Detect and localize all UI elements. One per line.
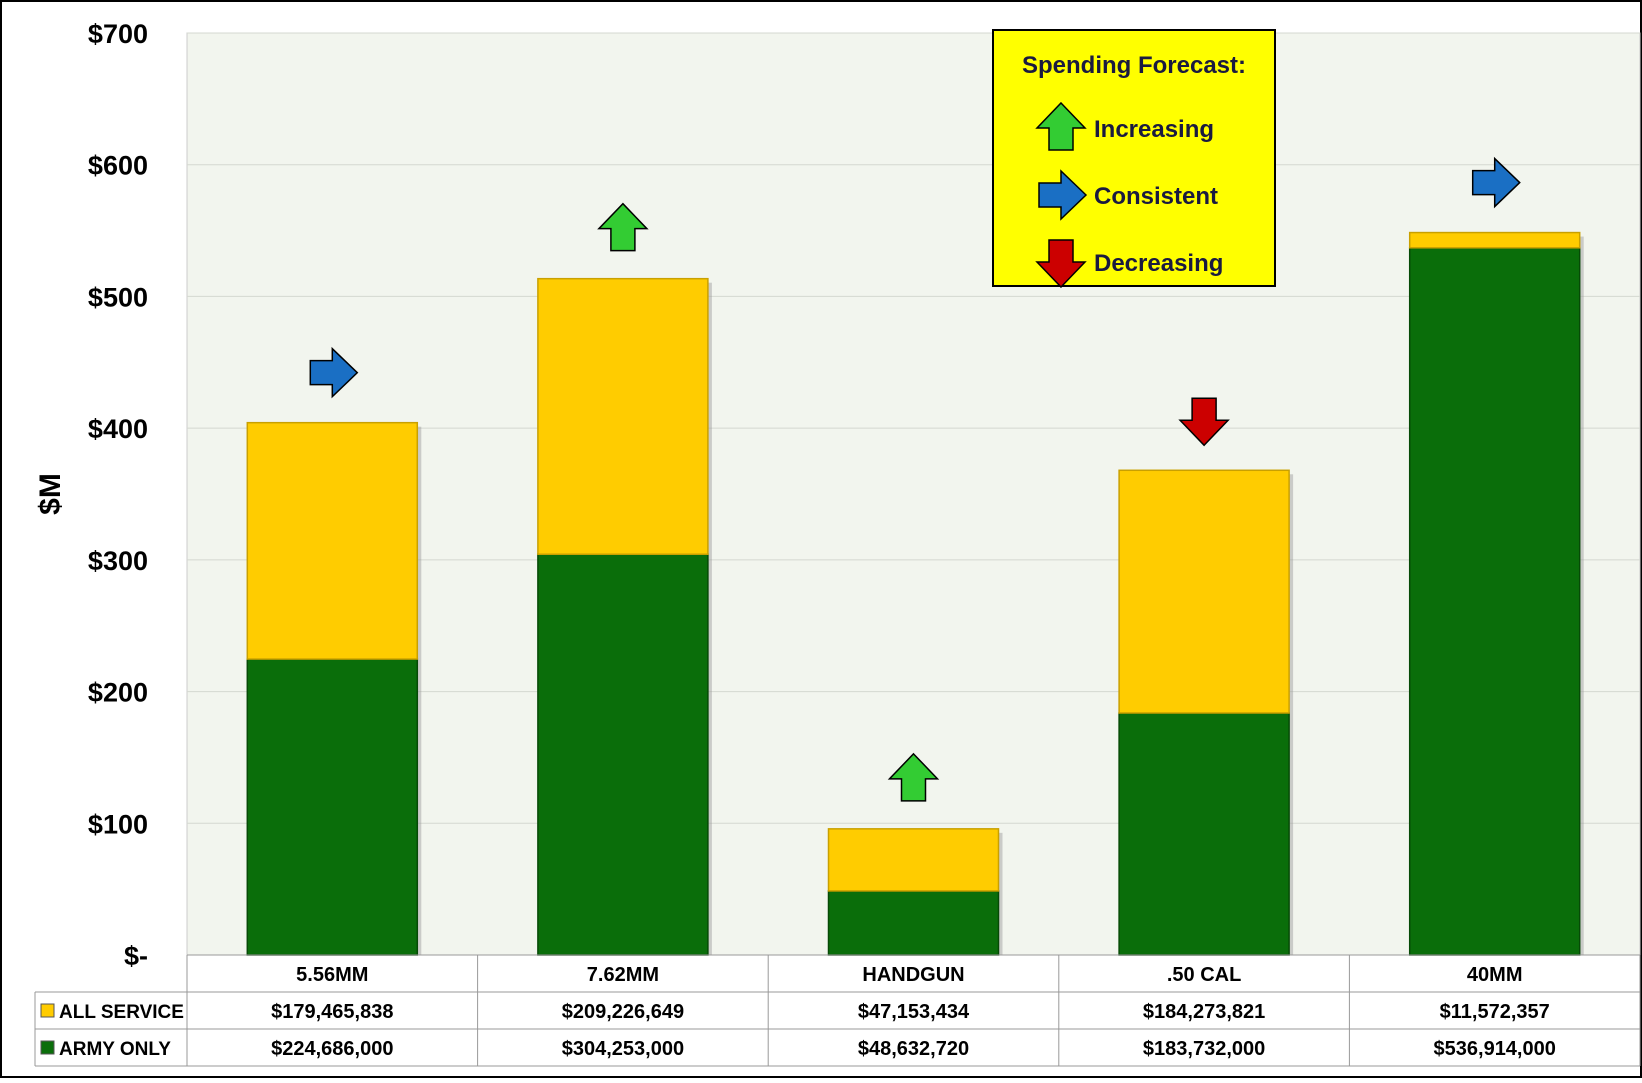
x-tick-label: HANDGUN <box>862 964 964 986</box>
bar-army-only <box>537 553 709 956</box>
bar-group <box>1408 231 1584 956</box>
y-axis-title: $M <box>34 473 67 515</box>
legend-decreasing-icon <box>1035 239 1087 289</box>
series-label: ARMY ONLY <box>59 1039 171 1060</box>
bar-all-service <box>1408 231 1581 249</box>
y-tick-label: $200 <box>88 678 148 708</box>
legend-item-label: Consistent <box>1094 183 1218 210</box>
bar-all-service <box>246 421 419 660</box>
y-tick-label: $600 <box>88 151 148 181</box>
bar-group <box>537 277 712 956</box>
y-tick-label: $300 <box>88 546 148 576</box>
data-label: $47,153,434 <box>858 1001 970 1023</box>
legend-title: Spending Forecast: <box>1022 52 1246 79</box>
x-tick-label: 40MM <box>1467 964 1523 986</box>
legend-swatch <box>40 1040 55 1055</box>
bar-group <box>246 421 422 956</box>
legend-increasing-icon <box>1035 101 1087 151</box>
data-label: $11,572,357 <box>1440 1001 1550 1023</box>
data-label: $179,465,838 <box>271 1001 393 1023</box>
forecast-decreasing-icon <box>1178 397 1230 447</box>
forecast-consistent-icon <box>309 346 359 399</box>
bar-group <box>827 828 1003 956</box>
bar-all-service <box>827 828 1000 892</box>
x-tick-label: 5.56MM <box>296 964 368 986</box>
data-label: $48,632,720 <box>858 1038 969 1060</box>
legend-item-label: Decreasing <box>1094 250 1223 277</box>
y-tick-label: $400 <box>88 414 148 444</box>
x-tick-label: .50 CAL <box>1167 964 1241 986</box>
bar-army-only <box>827 890 1000 956</box>
legend-item-label: Increasing <box>1094 116 1214 143</box>
bar-army-only <box>1408 247 1581 956</box>
bar-army-only <box>246 658 419 956</box>
y-tick-label: $- <box>124 941 148 971</box>
series-label: ALL SERVICE <box>59 1002 184 1023</box>
data-label: $536,914,000 <box>1434 1038 1556 1060</box>
forecast-increasing-icon <box>887 752 940 802</box>
forecast-increasing-icon <box>597 202 649 252</box>
bar-group <box>1118 469 1294 956</box>
x-tick-label: 7.62MM <box>587 964 659 986</box>
data-label: $209,226,649 <box>562 1001 684 1023</box>
y-tick-label: $700 <box>88 19 148 49</box>
bar-army-only <box>1118 712 1290 956</box>
bar-all-service <box>1118 469 1290 714</box>
y-tick-label: $500 <box>88 282 148 312</box>
data-label: $224,686,000 <box>271 1038 393 1060</box>
data-label: $184,273,821 <box>1143 1001 1265 1023</box>
forecast-consistent-icon <box>1471 156 1521 209</box>
legend-swatch <box>40 1003 55 1018</box>
bar-all-service <box>537 277 709 556</box>
data-label: $304,253,000 <box>562 1038 684 1060</box>
forecast-legend <box>992 29 1276 287</box>
y-tick-label: $100 <box>88 809 148 839</box>
data-label: $183,732,000 <box>1143 1038 1265 1060</box>
legend-consistent-icon <box>1038 169 1088 221</box>
